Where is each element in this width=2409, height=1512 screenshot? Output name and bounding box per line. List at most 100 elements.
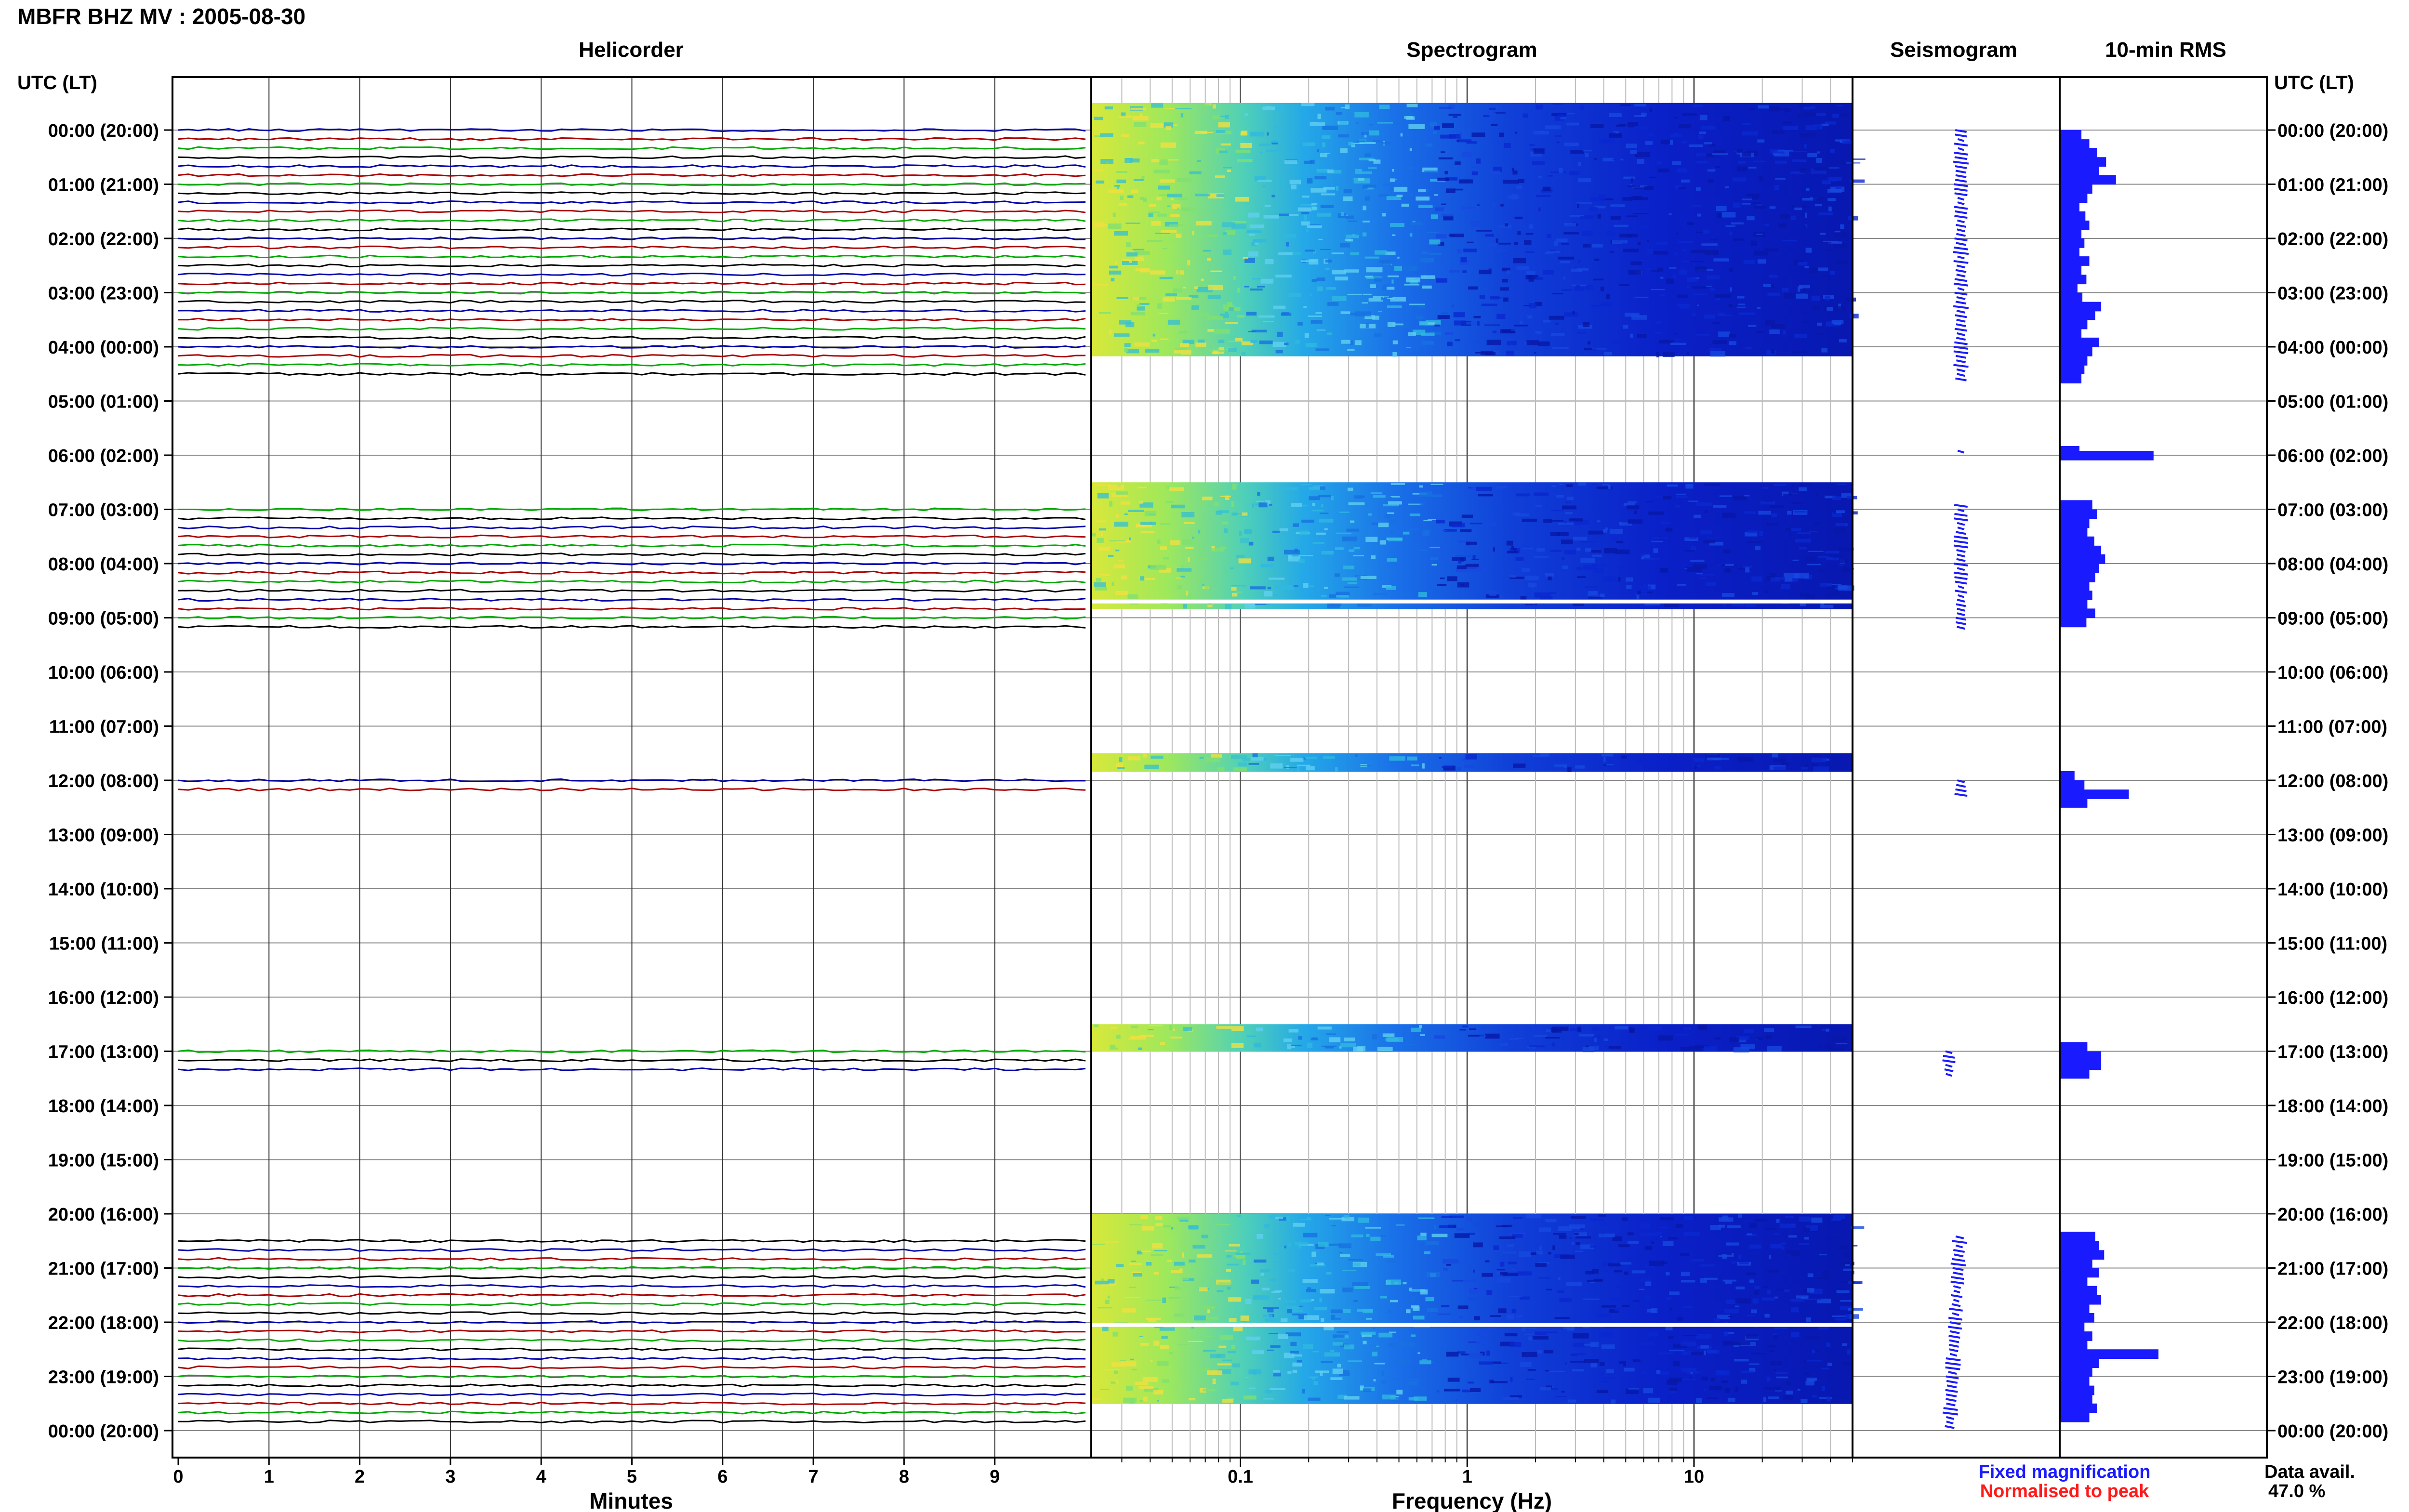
spectrogram-cell [1596,1313,1611,1318]
spectrogram-cell [1484,324,1500,326]
seismogram-trace [1955,314,1967,318]
spectrogram-cell [1162,248,1168,250]
spectrogram-cell [1096,520,1107,523]
hour-label: 16:00 (12:00) [48,988,159,1008]
spectrogram-cell [1522,548,1533,550]
spectrogram-cell [1657,169,1669,172]
spectrogram-cell [1744,495,1750,497]
spectrogram-cell [1515,557,1524,561]
helicorder-trace [178,290,1086,295]
spectrogram-cell [1696,231,1704,233]
seismogram-trace [1954,341,1968,345]
spectrogram-cell [1616,540,1625,543]
spectrogram-cell [1486,1277,1495,1280]
spectrogram-cell [1770,149,1785,154]
spectrogram-cell [1468,1353,1483,1358]
seismogram-trace [1953,1249,1965,1253]
seismogram-trace [1942,1059,1956,1064]
seismogram-trace [1951,1258,1965,1262]
helicorder-trace [178,1374,1086,1379]
spectrogram-cell [1430,331,1442,335]
rms-bar [2060,130,2082,140]
spectrogram-cell [1690,546,1696,552]
spectrogram-cell [1431,1234,1448,1237]
spectrogram-cell [1661,1262,1668,1264]
seismogram-trace [1957,219,1965,224]
spectrogram-cell [1552,347,1569,349]
spectrogram-cell [1533,131,1549,135]
seismogram-trace [1954,183,1968,187]
spectrogram-cell [1194,577,1202,579]
spectrogram-cell [1405,131,1408,136]
spectrogram-cell [1322,142,1325,147]
spectrogram-cell [1669,1291,1680,1296]
spectrogram-cell [1598,194,1606,198]
seismogram-trace [1950,1262,1966,1267]
spectrogram-row [1091,275,1853,284]
spectrogram-cell [1291,502,1302,507]
spectrogram-cell [1790,215,1796,220]
seismogram-trace [1957,201,1965,205]
spectrogram-cell [1253,1370,1256,1376]
helicorder-trace [178,300,1086,304]
seismogram-trace [1948,1371,1957,1375]
spectrogram-cell [1722,1279,1736,1282]
spectrogram-cell [1422,530,1430,536]
spectrogram-cell [1852,158,1866,160]
spectrogram-cell [1139,1400,1144,1402]
spectrogram-cell [1389,519,1401,524]
spectrogram-cell [1412,1296,1415,1302]
spectrogram-cell [1381,142,1391,145]
spectrogram-cell [1321,551,1334,556]
spectrogram-cell [1267,1349,1274,1351]
spectrogram-cell [1429,239,1441,245]
spectrogram-cell [1575,287,1584,291]
spectrogram-cell [1844,1251,1849,1257]
spectrogram-cell [1822,1386,1825,1391]
spectrogram-cell [1140,1250,1151,1252]
spectrogram-cell [1655,242,1668,246]
spectrogram-cell [1628,122,1639,128]
spectrogram-cell [1532,755,1547,758]
spectrogram-cell [1685,484,1694,489]
spectrogram-cell [1585,1271,1594,1275]
spectrogram-cell [1258,315,1275,318]
spectrogram-cell [1504,1333,1518,1337]
seismogram-trace [1952,1312,1959,1316]
spectrogram-cell [1665,1326,1673,1331]
spectrogram-cell [1835,523,1849,526]
spectrogram-cell [1103,1369,1120,1371]
hour-label: 03:00 (23:00) [2277,284,2388,304]
spectrogram-cell [1684,537,1698,541]
spectrogram-cell [1684,568,1688,569]
spectrogram-cell [1644,1296,1651,1301]
spectrogram-cell [1329,603,1342,606]
seismogram-trace [1949,1348,1959,1353]
spectrogram-cell [1624,1367,1635,1372]
spectrogram-cell [1151,339,1157,342]
spectrogram-cell [1836,510,1845,513]
seismogram-trace [1946,1375,1959,1380]
spectrogram-cell [1376,1345,1379,1347]
spectrogram-cell [1217,766,1225,771]
spectrogram-cell [1584,1343,1596,1346]
spectrogram-cell [1175,348,1187,351]
spectrogram-cell [1800,133,1816,137]
frequency-tick-label: 0.1 [1228,1467,1253,1487]
spectrogram-cell [1807,1360,1822,1362]
spectrogram-cell [1303,583,1309,588]
spectrogram-cell [1618,522,1622,524]
seismogram-trace [1956,603,1966,607]
spectrogram-cell [1637,159,1644,164]
spectrogram-cell [1447,576,1457,581]
spectrogram-cell [1348,142,1353,146]
spectrogram-cell [1770,573,1776,577]
seismogram-trace [1953,364,1969,368]
spectrogram-cell [1207,1370,1223,1375]
spectrogram-cell [1540,596,1553,601]
spectrogram-cell [1475,341,1490,343]
spectrogram-cell [1558,522,1574,525]
spectrogram-cell [1354,340,1362,345]
spectrogram-cell [1465,754,1477,760]
spectrogram-cell [1320,486,1325,490]
